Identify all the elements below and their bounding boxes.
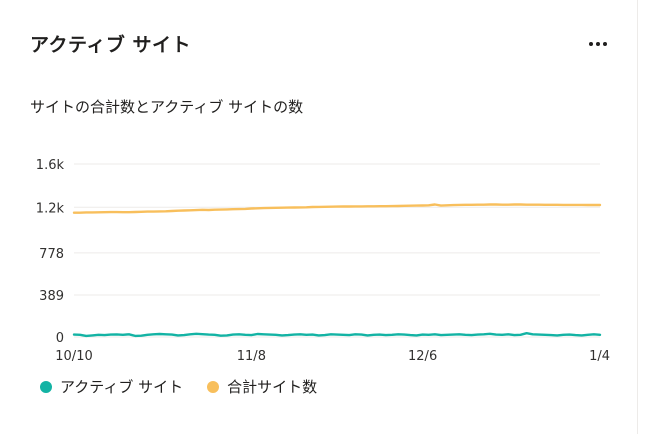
legend-label-active-sites: アクティブ サイト xyxy=(60,378,184,396)
x-tick-label: 12/6 xyxy=(408,349,437,364)
y-axis-ticks: 0 389 778 1.2k 1.6k xyxy=(36,158,65,346)
more-options-button[interactable] xyxy=(584,32,612,56)
series-line-active-sites[interactable] xyxy=(72,332,602,338)
legend-label-total-sites: 合計サイト数 xyxy=(227,378,318,396)
legend: アクティブ サイト 合計サイト数 xyxy=(40,376,341,397)
x-tick-label: 10/10 xyxy=(55,349,92,364)
more-horizontal-icon xyxy=(596,42,600,46)
x-tick-label: 1/4 xyxy=(589,349,610,364)
legend-item-active-sites[interactable]: アクティブ サイト xyxy=(40,376,183,397)
series-lines xyxy=(72,203,602,338)
legend-item-total-sites[interactable]: 合計サイト数 xyxy=(207,376,317,397)
chart-title: サイトの合計数とアクティブ サイトの数 xyxy=(30,98,304,116)
x-axis-ticks: 10/10 11/8 12/6 1/4 xyxy=(55,349,610,364)
y-tick-label: 1.2k xyxy=(36,201,65,216)
y-tick-label: 1.6k xyxy=(36,158,65,173)
more-horizontal-icon xyxy=(603,42,607,46)
legend-swatch-total-sites xyxy=(207,380,220,393)
series-line-total-sites[interactable] xyxy=(72,203,602,214)
more-horizontal-icon xyxy=(589,42,593,46)
y-tick-label: 0 xyxy=(56,331,64,346)
grid-lines xyxy=(74,163,600,338)
y-tick-label: 389 xyxy=(39,289,64,304)
card-title: アクティブ サイト xyxy=(30,34,192,56)
y-tick-label: 778 xyxy=(39,247,64,262)
x-tick-label: 11/8 xyxy=(237,349,266,364)
legend-swatch-active-sites xyxy=(40,380,52,393)
